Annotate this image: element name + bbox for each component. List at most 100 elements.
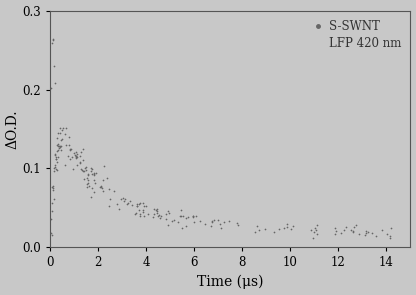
Point bbox=[57, 148, 64, 152]
Point bbox=[151, 212, 157, 216]
Point bbox=[57, 144, 64, 148]
Point bbox=[121, 196, 128, 201]
Point bbox=[73, 155, 79, 159]
Point bbox=[55, 145, 62, 150]
Point bbox=[150, 215, 157, 220]
Point bbox=[201, 221, 208, 226]
Point bbox=[62, 132, 68, 136]
Point bbox=[92, 181, 98, 186]
Point bbox=[72, 153, 79, 158]
Point bbox=[116, 207, 122, 212]
Point bbox=[362, 233, 368, 238]
Point bbox=[215, 217, 221, 222]
Point bbox=[353, 223, 359, 227]
Point bbox=[190, 214, 196, 218]
Point bbox=[49, 209, 55, 213]
Point bbox=[99, 189, 106, 193]
Point bbox=[88, 168, 94, 173]
Point bbox=[143, 204, 149, 209]
Point bbox=[118, 197, 124, 202]
Point bbox=[84, 185, 90, 190]
Point bbox=[338, 231, 345, 236]
Point bbox=[135, 201, 142, 206]
Point bbox=[154, 211, 160, 216]
Point bbox=[368, 231, 375, 235]
Point bbox=[54, 149, 60, 154]
Point bbox=[80, 177, 87, 181]
Point bbox=[51, 63, 58, 68]
Point bbox=[91, 173, 97, 178]
Point bbox=[58, 136, 65, 141]
Point bbox=[349, 228, 356, 233]
Point bbox=[59, 128, 65, 133]
Point bbox=[350, 230, 357, 235]
Point bbox=[139, 210, 146, 214]
Point bbox=[168, 219, 175, 224]
Y-axis label: ΔO.D.: ΔO.D. bbox=[5, 109, 20, 149]
Point bbox=[388, 226, 395, 231]
Point bbox=[208, 224, 214, 228]
Point bbox=[50, 183, 57, 188]
Point bbox=[124, 201, 131, 206]
Point bbox=[226, 218, 233, 223]
Point bbox=[314, 232, 321, 236]
Point bbox=[85, 184, 92, 189]
Point bbox=[52, 164, 58, 169]
Point bbox=[50, 37, 57, 42]
Point bbox=[217, 221, 223, 226]
Point bbox=[55, 142, 62, 147]
Point bbox=[235, 223, 241, 228]
Point bbox=[49, 201, 56, 206]
Point bbox=[332, 226, 338, 231]
Point bbox=[78, 167, 85, 171]
Point bbox=[48, 233, 55, 237]
Point bbox=[343, 224, 349, 229]
Point bbox=[175, 219, 181, 224]
Point bbox=[104, 176, 110, 180]
Point bbox=[101, 164, 107, 169]
Point bbox=[183, 215, 189, 220]
Point bbox=[57, 145, 64, 149]
Point bbox=[48, 217, 54, 222]
Point bbox=[97, 185, 103, 190]
Point bbox=[119, 195, 126, 200]
Point bbox=[185, 215, 191, 219]
Point bbox=[68, 147, 75, 151]
Point bbox=[254, 224, 260, 229]
Point bbox=[84, 182, 91, 186]
Point bbox=[52, 153, 58, 158]
Point bbox=[82, 165, 88, 170]
Point bbox=[275, 226, 282, 231]
Point bbox=[63, 126, 69, 131]
Point bbox=[77, 154, 83, 158]
Point bbox=[99, 186, 106, 191]
Point bbox=[171, 218, 178, 222]
Point bbox=[311, 225, 318, 230]
Point bbox=[54, 131, 61, 135]
Point bbox=[98, 185, 105, 189]
Point bbox=[310, 236, 317, 240]
Point bbox=[74, 162, 80, 167]
Point bbox=[233, 221, 240, 226]
Point bbox=[387, 234, 394, 238]
Point bbox=[52, 167, 59, 171]
Point bbox=[348, 227, 354, 232]
Point bbox=[166, 211, 173, 216]
Point bbox=[55, 148, 62, 153]
Point bbox=[77, 150, 84, 155]
Point bbox=[100, 177, 107, 182]
Point bbox=[54, 142, 60, 147]
Point bbox=[127, 198, 134, 203]
Point bbox=[51, 162, 58, 167]
Point bbox=[69, 167, 76, 171]
Point bbox=[134, 204, 140, 208]
Point bbox=[71, 150, 78, 155]
Point bbox=[59, 125, 66, 130]
Point bbox=[85, 173, 92, 177]
Point bbox=[49, 37, 56, 41]
Point bbox=[178, 213, 185, 218]
Point bbox=[79, 146, 86, 151]
Point bbox=[54, 159, 61, 164]
Point bbox=[67, 156, 74, 161]
Point bbox=[139, 200, 146, 205]
